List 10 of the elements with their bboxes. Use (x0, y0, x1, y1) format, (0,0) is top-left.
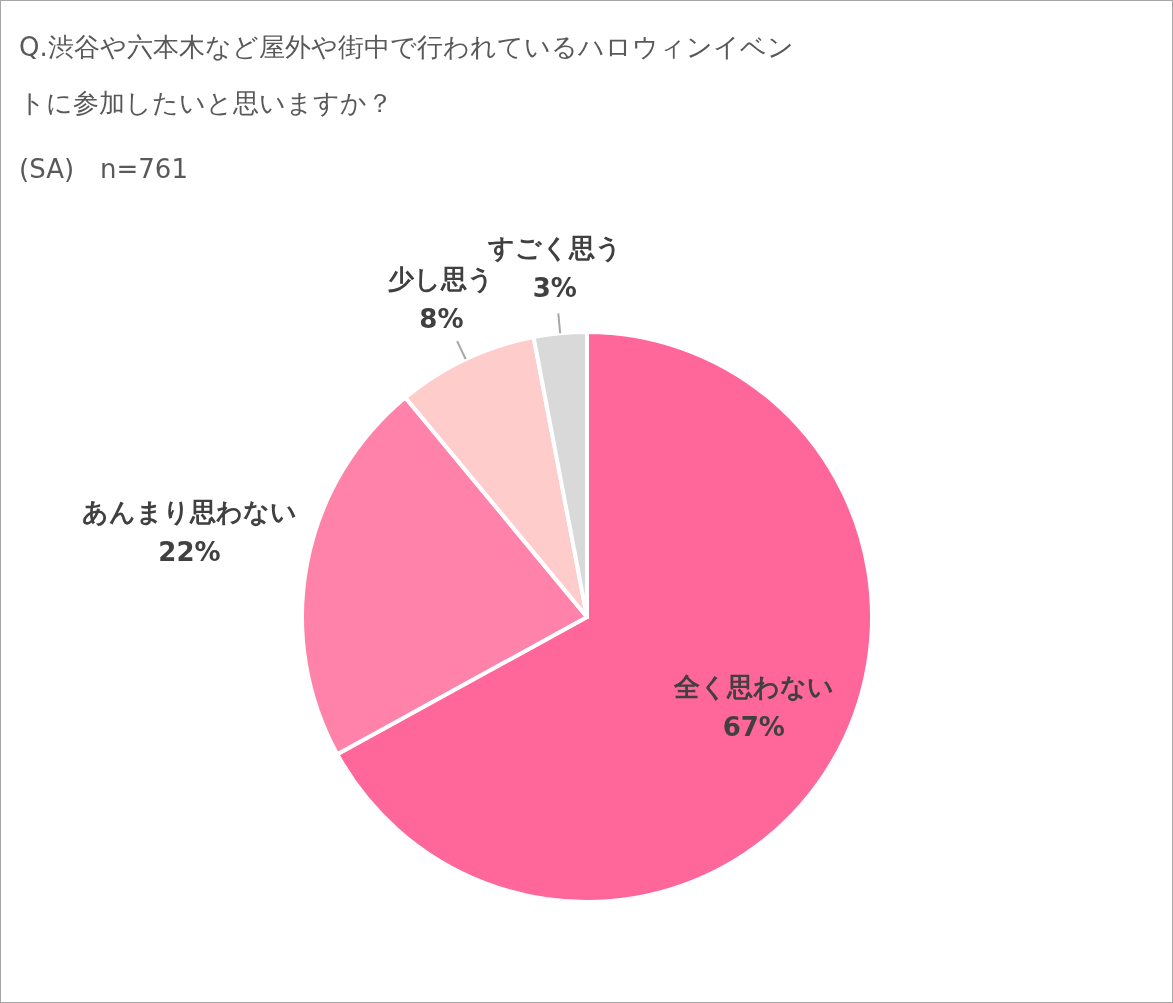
slice-label: 全く思わない (672, 671, 834, 702)
chart-title: Q.渋谷や六本木など屋外や街中で行われているハロウィンイベントに参加したいと思いますか？ (19, 31, 795, 120)
data-label: 3% (532, 272, 577, 303)
data-label: 67% (722, 711, 785, 742)
chart-subtitle: (SA) n=761 (19, 153, 188, 186)
data-label: 22% (158, 537, 221, 568)
slice-label: 少し思う (388, 263, 495, 294)
data-label: 8% (419, 303, 464, 334)
slice-label: すごく思う (486, 232, 622, 263)
slice-label: あんまり思わない (81, 497, 297, 528)
